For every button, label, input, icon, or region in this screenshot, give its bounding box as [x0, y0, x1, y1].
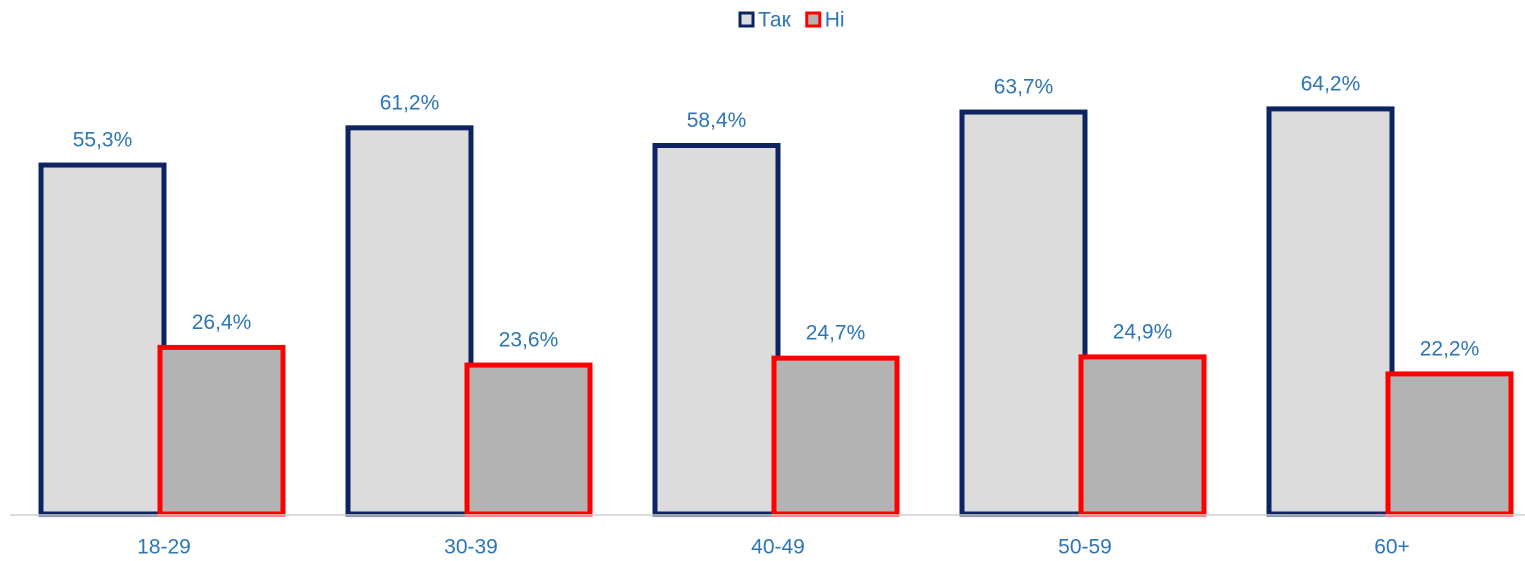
bar	[1078, 354, 1207, 517]
value-label: 58,4%	[687, 109, 747, 132]
bar	[38, 162, 167, 517]
bar	[464, 362, 593, 517]
value-label: 26,4%	[192, 311, 252, 334]
bar	[771, 355, 900, 517]
bar	[652, 142, 781, 517]
x-tick-label: 18-29	[137, 536, 191, 559]
value-label: 64,2%	[1301, 72, 1361, 95]
legend-swatch	[738, 11, 755, 28]
value-label: 55,3%	[73, 129, 133, 152]
x-tick-label: 60+	[1374, 536, 1410, 559]
legend-swatch	[805, 11, 822, 28]
x-tick-label: 40-49	[751, 536, 805, 559]
bar	[1385, 371, 1514, 517]
value-label: 24,9%	[1113, 320, 1173, 343]
bar	[1266, 106, 1395, 517]
bar	[959, 109, 1088, 517]
value-label: 61,2%	[380, 91, 440, 114]
bar	[345, 125, 474, 517]
value-label: 22,2%	[1420, 337, 1480, 360]
value-label: 23,6%	[499, 329, 559, 352]
bar	[157, 344, 286, 517]
value-label: 24,7%	[806, 322, 866, 345]
x-tick-label: 50-59	[1058, 536, 1112, 559]
value-label: 63,7%	[994, 76, 1054, 99]
legend-label: Ні	[825, 9, 845, 32]
x-tick-label: 30-39	[444, 536, 498, 559]
legend-label: Так	[758, 9, 792, 32]
